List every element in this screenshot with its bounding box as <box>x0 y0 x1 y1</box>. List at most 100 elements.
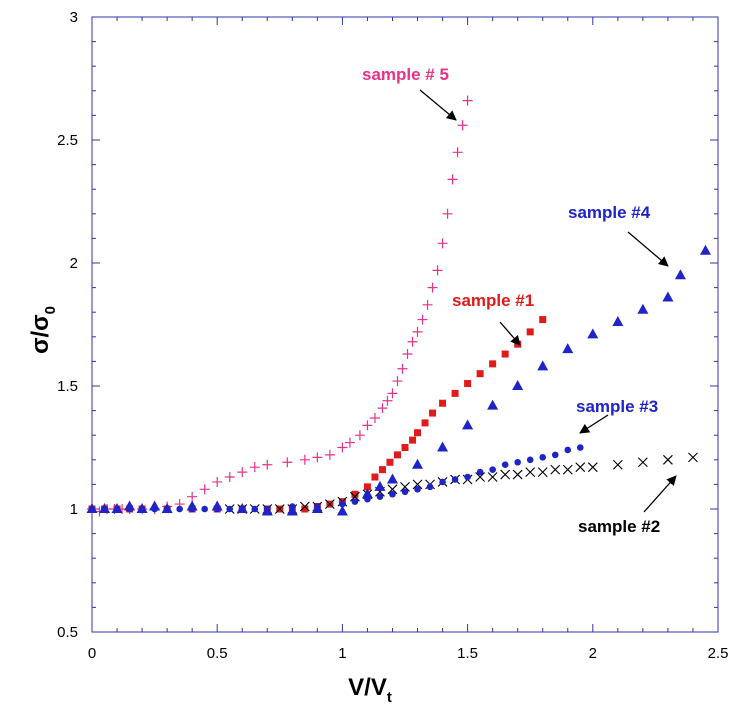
data-point <box>261 505 273 516</box>
data-point <box>587 462 598 473</box>
data-point <box>526 328 534 336</box>
data-point <box>392 376 403 387</box>
annotation-label: sample #2 <box>578 517 660 536</box>
annotation-label: sample #1 <box>452 291 534 310</box>
data-point <box>699 244 711 255</box>
data-point <box>564 446 572 454</box>
data-point <box>351 490 359 498</box>
y-tick-label: 0.5 <box>57 624 78 641</box>
data-point <box>537 360 549 371</box>
data-point <box>339 500 346 508</box>
data-point <box>362 420 373 431</box>
data-point <box>401 444 409 451</box>
data-point <box>437 238 448 249</box>
data-point <box>176 505 183 513</box>
data-point <box>575 462 586 473</box>
annotation-arrow <box>643 475 677 513</box>
data-point <box>369 412 380 423</box>
data-point <box>439 399 447 407</box>
data-point <box>412 479 423 490</box>
data-point <box>539 454 547 461</box>
data-point <box>476 468 484 476</box>
y-tick-label: 1 <box>70 501 78 518</box>
data-point <box>251 505 259 513</box>
data-point <box>487 399 499 410</box>
data-point <box>462 419 474 430</box>
annotation-arrow <box>419 89 457 121</box>
data-point <box>350 491 360 502</box>
data-point <box>363 483 371 491</box>
data-point <box>249 462 260 473</box>
data-point <box>442 208 453 219</box>
data-point <box>426 483 434 491</box>
series-1-plus <box>87 95 473 517</box>
data-point <box>612 459 623 470</box>
plot-frame <box>91 16 719 633</box>
annotation-label: sample #3 <box>576 397 658 416</box>
data-point <box>452 147 463 158</box>
data-point <box>451 389 459 397</box>
data-point <box>422 299 433 310</box>
data-markers <box>86 95 711 517</box>
data-point <box>489 360 497 368</box>
data-point <box>400 481 410 492</box>
data-point <box>224 472 235 483</box>
data-point <box>324 499 335 509</box>
data-point <box>662 291 674 302</box>
data-point <box>199 484 210 495</box>
data-point <box>286 505 298 516</box>
data-point <box>344 437 355 448</box>
data-point <box>124 500 136 511</box>
data-point <box>525 467 536 477</box>
data-point <box>111 503 123 513</box>
data-point <box>409 436 417 444</box>
data-point <box>212 476 223 487</box>
x-axis-title-main: V/V <box>348 674 387 701</box>
data-point <box>512 380 524 390</box>
data-point <box>186 500 198 511</box>
x-tick-label: 1.5 <box>457 645 478 662</box>
annotation-arrow <box>499 321 521 346</box>
data-point <box>526 456 534 464</box>
data-point <box>417 314 428 325</box>
data-point <box>512 469 523 480</box>
data-point <box>376 493 384 501</box>
annotation-label: sample # 5 <box>362 65 449 84</box>
data-point <box>451 476 459 483</box>
data-point <box>439 478 446 486</box>
data-point <box>371 473 379 481</box>
x-tick-label: 0 <box>88 645 96 662</box>
data-point <box>374 480 386 491</box>
data-point <box>336 505 348 516</box>
data-point <box>337 442 348 453</box>
data-point <box>311 503 323 513</box>
x-tick-label: 1 <box>338 645 346 662</box>
data-point <box>412 326 423 337</box>
data-point <box>437 441 449 452</box>
data-point <box>457 120 468 131</box>
data-point <box>99 503 111 513</box>
data-point <box>361 488 373 499</box>
data-point <box>501 461 509 469</box>
data-point <box>149 500 161 511</box>
data-point <box>386 473 398 484</box>
data-point <box>637 303 649 314</box>
data-point <box>351 498 359 505</box>
data-point <box>562 343 574 354</box>
data-point <box>187 491 198 502</box>
data-point <box>476 370 484 378</box>
data-point <box>464 380 472 388</box>
data-point <box>401 488 409 496</box>
data-point <box>674 269 686 280</box>
data-point <box>663 454 673 465</box>
data-point <box>211 500 223 511</box>
data-point <box>389 490 396 498</box>
annotations: sample # 5 sample #1 sample #4 sample #3 sam… <box>362 65 677 536</box>
data-point <box>462 95 473 106</box>
data-point <box>354 430 365 441</box>
x-axis-title: V/Vt <box>348 674 392 706</box>
y-tick-label: 2.5 <box>57 132 78 149</box>
data-point <box>282 457 293 468</box>
annotation-arrow <box>579 414 609 434</box>
